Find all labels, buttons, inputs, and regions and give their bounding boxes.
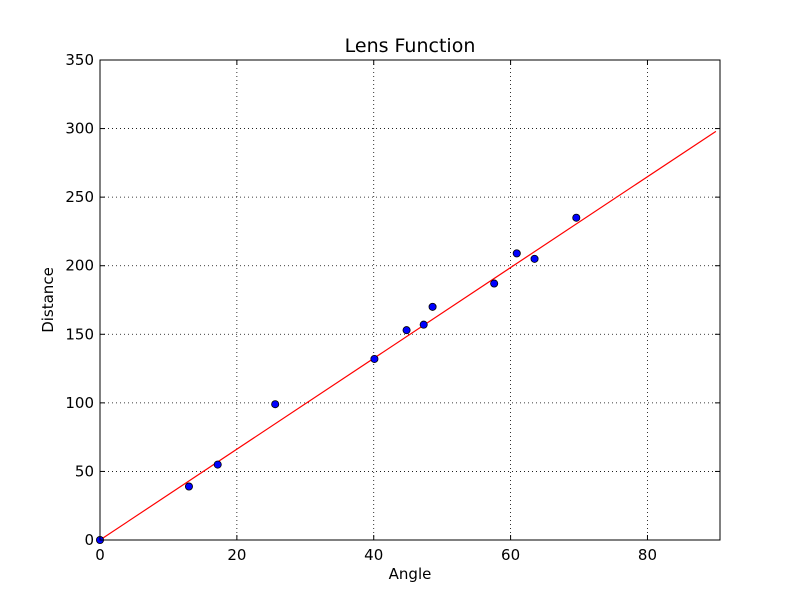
y-tick-label: 0 [84, 531, 94, 549]
series-layer [96, 130, 717, 545]
data-point [490, 279, 499, 288]
fit-line [99, 130, 717, 541]
y-tick-label: 350 [65, 51, 94, 69]
x-tick-label: 60 [501, 546, 520, 564]
data-point [370, 354, 379, 363]
data-point [184, 482, 193, 491]
data-point [530, 254, 539, 263]
y-tick-label: 50 [75, 462, 94, 480]
grid-lines [100, 60, 720, 540]
x-axis-label: Angle [389, 565, 432, 583]
x-tick-label: 0 [95, 546, 105, 564]
y-tick-label: 300 [65, 120, 94, 138]
x-tick-label: 80 [638, 546, 657, 564]
y-tick-label: 250 [65, 188, 94, 206]
data-point [213, 460, 222, 469]
data-point [271, 400, 280, 409]
data-point [428, 302, 437, 311]
x-tick-label: 20 [227, 546, 246, 564]
data-point [512, 249, 521, 258]
plot-frame [99, 59, 721, 541]
y-tick-label: 150 [65, 325, 94, 343]
y-tick-label: 200 [65, 257, 94, 275]
x-tick-label: 40 [364, 546, 383, 564]
chart-title: Lens Function [345, 35, 476, 57]
data-point [572, 213, 581, 222]
data-point [402, 326, 411, 335]
y-tick-label: 100 [65, 394, 94, 412]
data-point [419, 320, 428, 329]
y-axis-label: Distance [39, 267, 57, 333]
axis-ticks: 0 20 40 60 80 0 50 100 150 200 250 300 350 [65, 51, 720, 564]
